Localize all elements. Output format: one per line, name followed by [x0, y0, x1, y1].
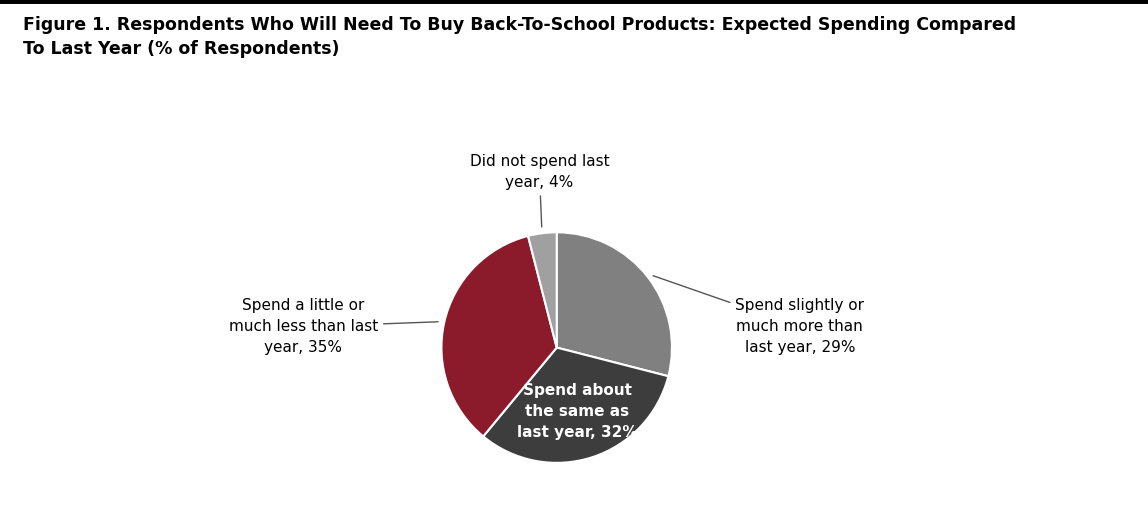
Text: Spend a little or
much less than last
year, 35%: Spend a little or much less than last ye…: [228, 298, 439, 355]
Wedge shape: [442, 236, 557, 436]
Wedge shape: [528, 232, 557, 347]
Text: Spend about
the same as
last year, 32%: Spend about the same as last year, 32%: [517, 383, 637, 439]
Text: Did not spend last
year, 4%: Did not spend last year, 4%: [470, 154, 610, 227]
Wedge shape: [557, 232, 672, 376]
Text: Spend slightly or
much more than
last year, 29%: Spend slightly or much more than last ye…: [653, 276, 864, 355]
Text: Figure 1. Respondents Who Will Need To Buy Back-To-School Products: Expected Spe: Figure 1. Respondents Who Will Need To B…: [23, 16, 1016, 57]
Wedge shape: [483, 347, 668, 463]
